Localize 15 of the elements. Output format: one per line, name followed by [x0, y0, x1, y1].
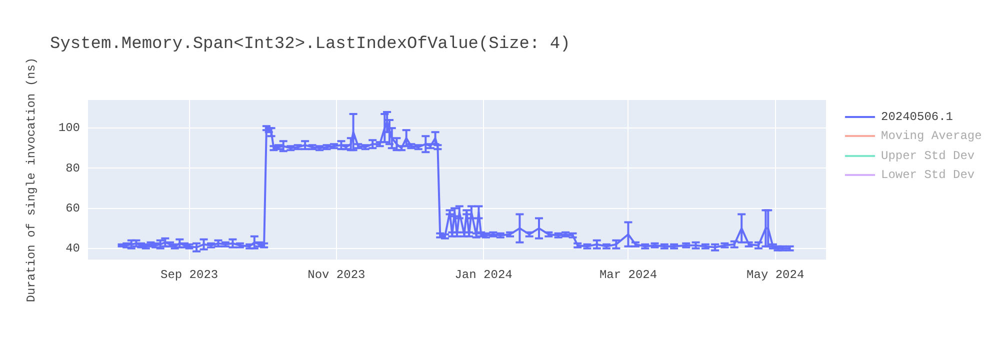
legend-label: Moving Average [881, 129, 982, 144]
y-tick-label: 60 [66, 201, 80, 216]
x-tick-label: May 2024 [746, 268, 804, 282]
legend-label: Upper Std Dev [881, 148, 975, 163]
y-tick-label: 100 [58, 121, 80, 136]
legend-label: 20240506.1 [881, 110, 954, 124]
legend-label: Lower Std Dev [881, 168, 975, 182]
chart-title: System.Memory.Span<Int32>.LastIndexOfValue(Size: 4) [50, 35, 570, 54]
y-tick-label: 40 [66, 242, 80, 256]
x-tick-label: Sep 2023 [160, 268, 218, 282]
y-axis-title: Duration of single invocation (ns) [24, 57, 38, 302]
x-tick-label: Nov 2023 [308, 268, 366, 282]
x-tick-label: Jan 2024 [454, 268, 512, 282]
x-tick-label: Mar 2024 [599, 268, 658, 282]
y-tick-label: 80 [66, 161, 80, 176]
